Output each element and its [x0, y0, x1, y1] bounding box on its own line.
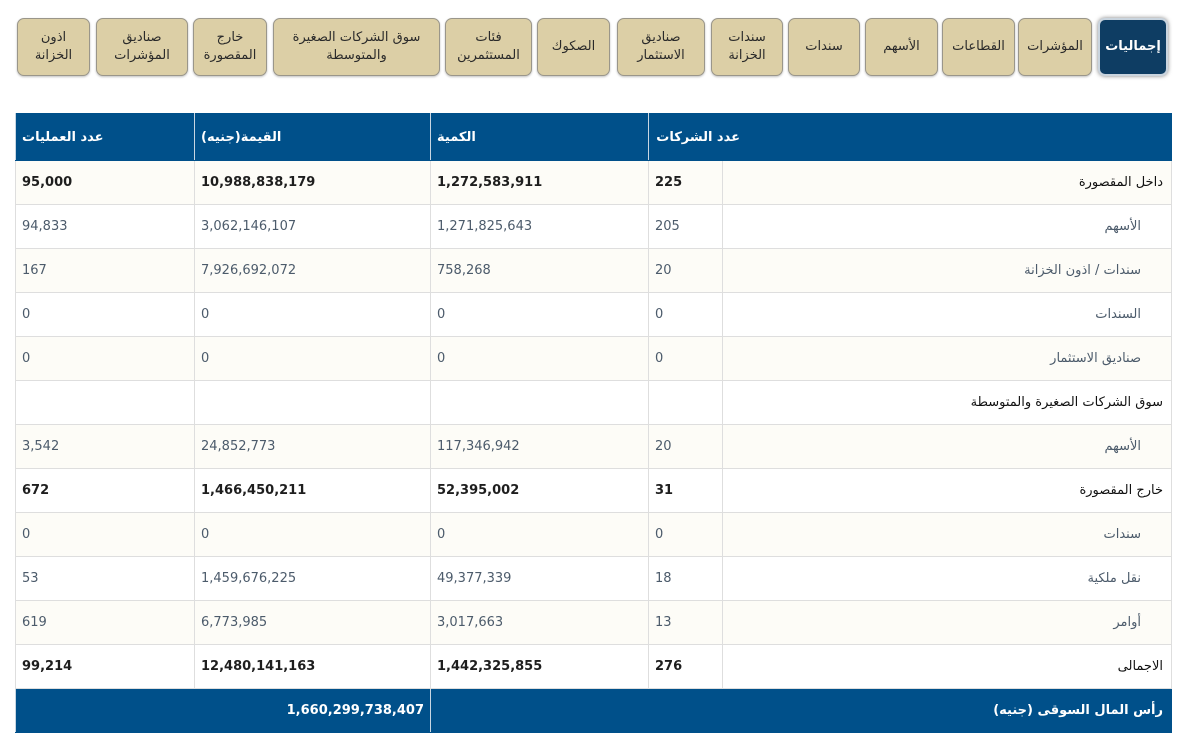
- cell-count: 0: [648, 336, 723, 381]
- cell-value: 12,480,141,163: [194, 644, 431, 689]
- cell-quantity: 1,442,325,855: [430, 644, 649, 689]
- cell-trades: 0: [15, 292, 195, 337]
- table-row: داخل المقصورة 225 1,272,583,911 10,988,838,…: [15, 160, 1172, 205]
- cell-value: 0: [194, 512, 431, 557]
- tab-2[interactable]: القطاعات: [942, 18, 1015, 76]
- cell-count: [648, 380, 723, 425]
- cell-trades: 167: [15, 248, 195, 293]
- cell-trades: 94,833: [15, 204, 195, 249]
- cell-trades: 53: [15, 556, 195, 601]
- cell-quantity: 117,346,942: [430, 424, 649, 469]
- cell-quantity: [430, 380, 649, 425]
- cell-trades: 619: [15, 600, 195, 645]
- cell-count: 225: [648, 160, 723, 205]
- cell-label: داخل المقصورة: [722, 160, 1172, 205]
- market-cap-label: رأس المال السوقى (جنيه): [430, 688, 1172, 733]
- cell-trades: 99,214: [15, 644, 195, 689]
- table-header-row: عدد الشركات الكمية القيمة(جنيه) عدد العم…: [15, 113, 1172, 161]
- tab-1[interactable]: المؤشرات: [1018, 18, 1092, 76]
- cell-count: 20: [648, 248, 723, 293]
- cell-value: 0: [194, 292, 431, 337]
- cell-label: سوق الشركات الصغيرة والمتوسطة: [722, 380, 1172, 425]
- tab-6[interactable]: صناديق الاستثمار: [617, 18, 705, 76]
- cell-quantity: 1,272,583,911: [430, 160, 649, 205]
- cell-quantity: 1,271,825,643: [430, 204, 649, 249]
- cell-label: الأسهم: [722, 424, 1172, 469]
- cell-value: 3,062,146,107: [194, 204, 431, 249]
- header-value: القيمة(جنيه): [194, 113, 431, 161]
- cell-trades: 672: [15, 468, 195, 513]
- cell-trades: 0: [15, 336, 195, 381]
- market-cap-value: 1,660,299,738,407: [15, 688, 431, 733]
- table-row: السندات 0 0 0 0: [15, 292, 1172, 337]
- cell-quantity: 0: [430, 512, 649, 557]
- table-row: نقل ملكية 18 49,377,339 1,459,676,225 53: [15, 556, 1172, 601]
- cell-trades: 3,542: [15, 424, 195, 469]
- tab-3[interactable]: الأسهم: [865, 18, 938, 76]
- tab-8[interactable]: فئات المستثمرين: [445, 18, 532, 76]
- cell-trades: 0: [15, 512, 195, 557]
- cell-quantity: 52,395,002: [430, 468, 649, 513]
- cell-quantity: 3,017,663: [430, 600, 649, 645]
- table-row: الأسهم 20 117,346,942 24,852,773 3,542: [15, 424, 1172, 469]
- cell-count: 0: [648, 512, 723, 557]
- table-row: سندات / اذون الخزانة 20 758,268 7,926,692,0…: [15, 248, 1172, 293]
- cell-count: 0: [648, 292, 723, 337]
- tab-7[interactable]: الصكوك: [537, 18, 610, 76]
- cell-trades: 95,000: [15, 160, 195, 205]
- tab-10[interactable]: خارج المقصورة: [193, 18, 267, 76]
- cell-label: سندات / اذون الخزانة: [722, 248, 1172, 293]
- table-row: أوامر 13 3,017,663 6,773,985 619: [15, 600, 1172, 645]
- cell-value: 0: [194, 336, 431, 381]
- table-row: صناديق الاستثمار 0 0 0 0: [15, 336, 1172, 381]
- table-row: سوق الشركات الصغيرة والمتوسطة: [15, 380, 1172, 425]
- cell-quantity: 49,377,339: [430, 556, 649, 601]
- tab-12[interactable]: اذون الخزانة: [17, 18, 90, 76]
- cell-value: [194, 380, 431, 425]
- table-row: سندات 0 0 0 0: [15, 512, 1172, 557]
- cell-value: 1,466,450,211: [194, 468, 431, 513]
- cell-quantity: 0: [430, 292, 649, 337]
- cell-label: نقل ملكية: [722, 556, 1172, 601]
- table-row: الأسهم 205 1,271,825,643 3,062,146,107 94,83…: [15, 204, 1172, 249]
- tab-11[interactable]: صناديق المؤشرات: [96, 18, 188, 76]
- cell-label: خارج المقصورة: [722, 468, 1172, 513]
- header-quantity: الكمية: [430, 113, 649, 161]
- cell-quantity: 0: [430, 336, 649, 381]
- market-summary-table: عدد الشركات الكمية القيمة(جنيه) عدد العم…: [15, 113, 1172, 733]
- cell-value: 10,988,838,179: [194, 160, 431, 205]
- cell-trades: [15, 380, 195, 425]
- table-row: الاجمالى 276 1,442,325,855 12,480,141,163 99…: [15, 644, 1172, 689]
- cell-count: 13: [648, 600, 723, 645]
- header-count: عدد الشركات: [648, 113, 1172, 161]
- footer-row: رأس المال السوقى (جنيه) 1,660,299,738,407: [15, 688, 1172, 733]
- cell-count: 205: [648, 204, 723, 249]
- cell-label: السندات: [722, 292, 1172, 337]
- cell-quantity: 758,268: [430, 248, 649, 293]
- table-row: خارج المقصورة 31 52,395,002 1,466,450,211 67…: [15, 468, 1172, 513]
- cell-count: 31: [648, 468, 723, 513]
- cell-count: 18: [648, 556, 723, 601]
- tab-5[interactable]: سندات الخزانة: [711, 18, 783, 76]
- cell-count: 276: [648, 644, 723, 689]
- tab-4[interactable]: سندات: [788, 18, 860, 76]
- cell-value: 7,926,692,072: [194, 248, 431, 293]
- cell-count: 20: [648, 424, 723, 469]
- cell-label: سندات: [722, 512, 1172, 557]
- cell-label: الأسهم: [722, 204, 1172, 249]
- cell-value: 6,773,985: [194, 600, 431, 645]
- cell-label: أوامر: [722, 600, 1172, 645]
- cell-value: 24,852,773: [194, 424, 431, 469]
- cell-label: الاجمالى: [722, 644, 1172, 689]
- tab-bar: إجماليات المؤشرات القطاعات الأسهم سندات سندات…: [0, 18, 1186, 78]
- cell-value: 1,459,676,225: [194, 556, 431, 601]
- header-trades: عدد العمليات: [15, 113, 195, 161]
- cell-label: صناديق الاستثمار: [722, 336, 1172, 381]
- tab-0[interactable]: إجماليات: [1098, 18, 1168, 76]
- tab-9[interactable]: سوق الشركات الصغيرة والمتوسطة: [273, 18, 440, 76]
